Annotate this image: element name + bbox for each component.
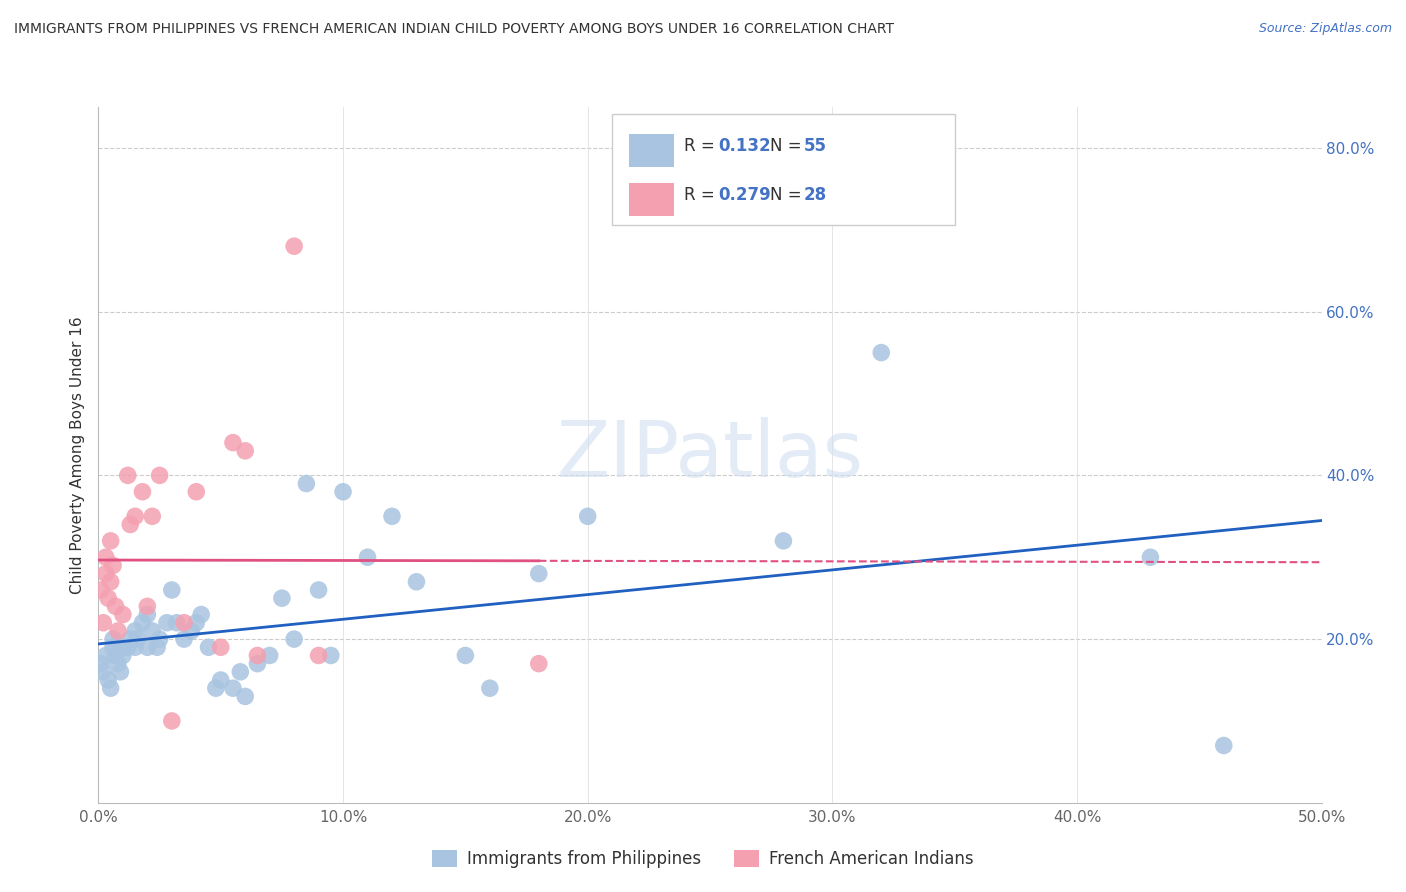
Point [173, 615, 195, 630]
Text: 55: 55 [804, 137, 827, 155]
Point [209, 640, 232, 655]
Point [100, 681, 122, 696]
Point [146, 640, 169, 655]
Point [270, 591, 294, 606]
Text: IMMIGRANTS FROM PHILIPPINES VS FRENCH AMERICAN INDIAN CHILD POVERTY AMONG BOYS U: IMMIGRANTS FROM PHILIPPINES VS FRENCH AM… [14, 22, 894, 37]
Point [136, 599, 159, 614]
Point [117, 468, 139, 483]
Point [120, 632, 142, 646]
Point [117, 640, 139, 655]
Text: 28: 28 [804, 186, 827, 204]
Point [94, 648, 117, 663]
Text: 0.132: 0.132 [718, 137, 770, 155]
Point [111, 640, 134, 655]
Point [100, 533, 122, 548]
Point [222, 681, 245, 696]
Point [131, 615, 153, 630]
Point [110, 665, 132, 679]
Point [100, 574, 122, 589]
Point [90, 582, 112, 597]
Point [111, 607, 134, 622]
Point [104, 599, 127, 614]
Point [101, 632, 124, 646]
Point [190, 607, 212, 622]
Point [90, 657, 112, 671]
Point [91, 665, 114, 679]
Point [127, 632, 149, 646]
Point [308, 582, 330, 597]
Point [209, 673, 232, 687]
Point [478, 681, 501, 696]
Text: 0.279: 0.279 [718, 186, 770, 204]
Point [160, 582, 183, 597]
Point [576, 509, 599, 524]
Point [160, 714, 183, 728]
Point [870, 345, 893, 359]
Point [149, 468, 172, 483]
Point [97, 673, 120, 687]
Point [259, 648, 281, 663]
Point [186, 615, 208, 630]
Point [356, 550, 378, 565]
Text: N =: N = [769, 137, 807, 155]
Point [107, 657, 129, 671]
Legend: Immigrants from Philippines, French American Indians: Immigrants from Philippines, French Amer… [425, 843, 981, 875]
Y-axis label: Child Poverty Among Boys Under 16: Child Poverty Among Boys Under 16 [70, 316, 86, 594]
Point [233, 690, 256, 704]
Point [120, 517, 142, 532]
Text: N =: N = [769, 186, 807, 204]
Point [1139, 550, 1161, 565]
Point [166, 615, 188, 630]
Point [283, 239, 305, 253]
Point [141, 509, 163, 524]
Text: R =: R = [685, 137, 720, 155]
Point [173, 632, 195, 646]
Point [222, 435, 245, 450]
Point [131, 484, 153, 499]
Point [104, 648, 127, 663]
Point [94, 566, 117, 581]
Point [233, 443, 256, 458]
Point [205, 681, 228, 696]
Point [91, 615, 114, 630]
Point [124, 509, 146, 524]
Point [149, 632, 172, 646]
Point [141, 624, 163, 638]
Text: R =: R = [685, 186, 720, 204]
Point [186, 484, 208, 499]
Point [94, 550, 117, 565]
Point [246, 657, 269, 671]
Point [197, 640, 219, 655]
Point [180, 624, 202, 638]
Point [1212, 739, 1234, 753]
Point [107, 624, 129, 638]
Point [101, 558, 124, 573]
Point [111, 648, 134, 663]
Point [97, 591, 120, 606]
Point [527, 566, 550, 581]
Text: ZIPatlas: ZIPatlas [557, 417, 863, 493]
Point [332, 484, 354, 499]
Point [527, 657, 550, 671]
Point [308, 648, 330, 663]
Point [124, 640, 146, 655]
Point [295, 476, 318, 491]
Point [229, 665, 252, 679]
Point [136, 640, 159, 655]
Point [319, 648, 342, 663]
Point [772, 533, 794, 548]
Point [101, 640, 124, 655]
Point [156, 615, 179, 630]
Point [381, 509, 404, 524]
Point [136, 607, 159, 622]
Point [405, 574, 427, 589]
Text: Source: ZipAtlas.com: Source: ZipAtlas.com [1258, 22, 1392, 36]
Point [454, 648, 477, 663]
Point [124, 624, 146, 638]
Point [246, 648, 269, 663]
Point [283, 632, 305, 646]
